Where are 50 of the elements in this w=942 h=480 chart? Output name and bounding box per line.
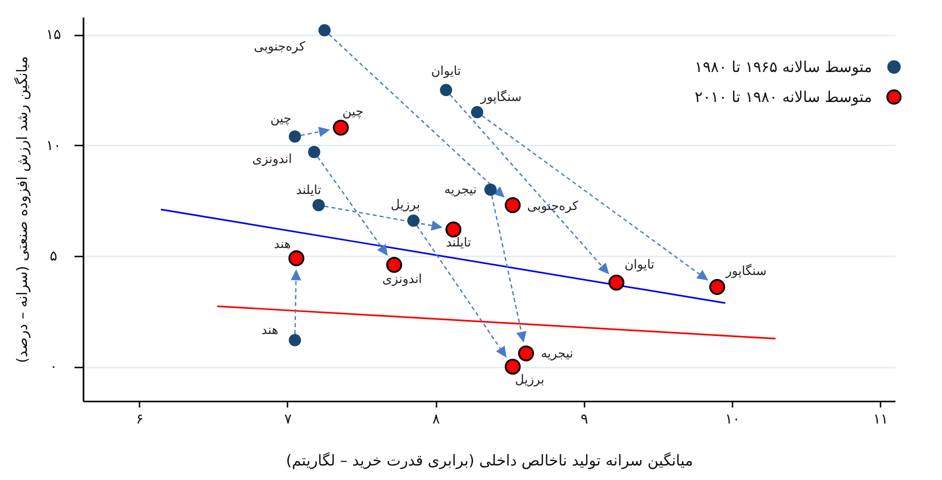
annotation: سنگاپور: [724, 263, 767, 280]
annotation: برزیل: [515, 372, 544, 388]
point: [504, 358, 521, 375]
point: [407, 214, 420, 227]
point: [440, 84, 452, 96]
legend-label: متوسط سالانه ۱۹۸۰ تا ۲۰۱۰: [694, 88, 872, 106]
point: [518, 345, 534, 362]
x-tick-label: ۱۰: [724, 412, 740, 428]
annotation: کره‌جنوبی: [527, 198, 578, 214]
annotation: اندونزی: [382, 270, 422, 287]
annotation: تایلند: [446, 234, 472, 250]
annotation: هند: [274, 236, 291, 252]
point: [308, 146, 320, 158]
point: [312, 199, 325, 212]
point: [318, 24, 331, 36]
x-tick-label: ۷: [284, 412, 292, 428]
y-tick-label: ۱۰: [46, 138, 62, 154]
annotation: اندونزی: [252, 151, 292, 168]
point: [288, 130, 302, 143]
annotation: تایوان: [431, 63, 462, 80]
annotation: برزیل: [390, 196, 420, 213]
annotation: هند: [261, 322, 278, 338]
point: [484, 184, 497, 196]
point: [471, 106, 484, 118]
y-tick-label: ۱۵: [46, 27, 62, 44]
annotation: چین: [270, 110, 292, 127]
annotation: نیجریه: [444, 182, 477, 198]
point: [288, 334, 302, 346]
point: [288, 250, 304, 266]
annotation: سنگاپور: [480, 89, 522, 106]
y-tick-label: ۵: [50, 248, 58, 265]
legend-label: متوسط سالانه ۱۹۶۵ تا ۱۹۸۰: [694, 58, 872, 76]
point: [386, 256, 402, 273]
point: [445, 222, 462, 238]
annotation: چین: [342, 104, 364, 120]
x-tick-label: ۹: [580, 412, 588, 428]
x-tick-label: ۸: [432, 412, 440, 428]
annotation: تایلند: [296, 182, 322, 198]
point: [332, 120, 349, 136]
point: [709, 279, 726, 295]
x-tick-label: ۱۱: [873, 412, 888, 428]
annotation: کره‌جنوبی: [254, 38, 306, 54]
x-axis-title: میانگین سرانه تولید ناخالص داخلی (برابری قدرت خرید – لگاریتم): [286, 452, 694, 470]
x-tick-label: ۶: [136, 412, 144, 428]
annotation: تایوان: [624, 256, 655, 273]
y-axis-title: میانگین رشد ارزش افزوده صنعتی (سرانه – درصد): [14, 56, 31, 363]
annotation: نیجریه: [540, 345, 574, 362]
point: [608, 274, 624, 291]
y-tick-label: ۰: [50, 359, 58, 376]
point: [504, 197, 521, 214]
